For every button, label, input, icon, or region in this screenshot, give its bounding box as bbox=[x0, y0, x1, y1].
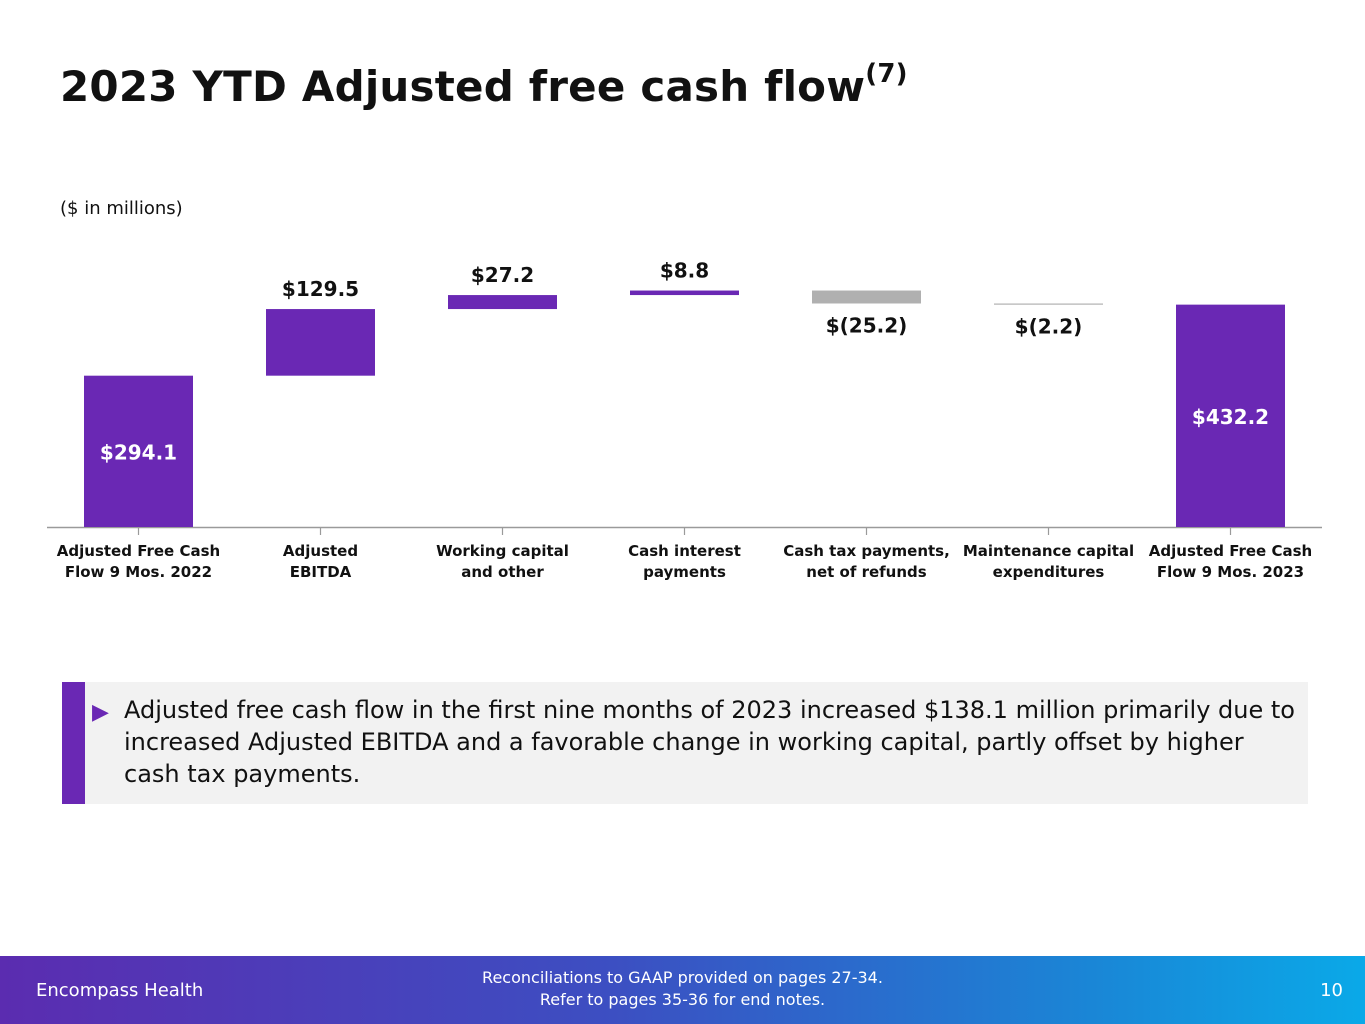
data-label-3: $8.8 bbox=[660, 259, 709, 283]
bar-5 bbox=[994, 303, 1103, 305]
category-label-6-line2: Flow 9 Mos. 2023 bbox=[1157, 563, 1304, 581]
category-label-0-line1: Adjusted Free Cash bbox=[57, 542, 220, 560]
data-label-1: $129.5 bbox=[282, 277, 359, 301]
callout-text: Adjusted free cash flow in the first nin… bbox=[124, 696, 1295, 788]
category-label-1-line1: Adjusted bbox=[283, 542, 358, 560]
category-label-3-line1: Cash interest bbox=[628, 542, 741, 560]
category-label-2-line1: Working capital bbox=[436, 542, 569, 560]
bar-0 bbox=[84, 375, 193, 527]
page-title: 2023 YTD Adjusted free cash flow(7) bbox=[60, 59, 908, 111]
title-footnote: (7) bbox=[865, 59, 908, 89]
triangle-right-icon: ▶ bbox=[92, 700, 109, 725]
footer-note: Reconciliations to GAAP provided on page… bbox=[0, 967, 1365, 1011]
category-label-5-line2: expenditures bbox=[993, 563, 1105, 581]
page-number: 10 bbox=[1320, 980, 1343, 1001]
category-label-4-line2: net of refunds bbox=[806, 563, 926, 581]
data-label-6: $432.2 bbox=[1192, 405, 1269, 429]
footer-note-line2: Refer to pages 35-36 for end notes. bbox=[539, 990, 826, 1009]
footer-note-line1: Reconciliations to GAAP provided on page… bbox=[482, 968, 883, 987]
data-label-5: $(2.2) bbox=[1015, 315, 1083, 339]
data-label-4: $(25.2) bbox=[826, 314, 908, 338]
category-label-3-line2: payments bbox=[643, 563, 726, 581]
category-label-2-line2: and other bbox=[461, 563, 544, 581]
waterfall-chart: $294.1 Adjusted Free Cash Flow 9 Mos. 2022… bbox=[47, 259, 1322, 581]
bar-2 bbox=[448, 295, 557, 310]
category-label-1-line2: EBITDA bbox=[290, 563, 352, 581]
data-label-2: $27.2 bbox=[471, 263, 534, 287]
data-label-0: $294.1 bbox=[100, 440, 177, 464]
summary-callout: ▶ Adjusted free cash flow in the first n… bbox=[62, 682, 1308, 804]
category-label-4-line1: Cash tax payments, bbox=[783, 542, 950, 560]
category-label-6-line1: Adjusted Free Cash bbox=[1149, 542, 1312, 560]
footer-brand: Encompass Health bbox=[36, 980, 204, 1001]
bar-3 bbox=[630, 290, 739, 296]
units-note: ($ in millions) bbox=[60, 198, 183, 219]
callout-accent-bar bbox=[62, 682, 85, 804]
bar-1 bbox=[266, 309, 375, 376]
title-text: 2023 YTD Adjusted free cash flow bbox=[60, 62, 866, 111]
bar-4 bbox=[812, 290, 921, 304]
footer: Encompass Health Reconciliations to GAAP… bbox=[0, 956, 1365, 1024]
category-label-0-line2: Flow 9 Mos. 2022 bbox=[65, 563, 212, 581]
bar-6 bbox=[1176, 304, 1285, 527]
category-label-5-line1: Maintenance capital bbox=[963, 542, 1134, 560]
